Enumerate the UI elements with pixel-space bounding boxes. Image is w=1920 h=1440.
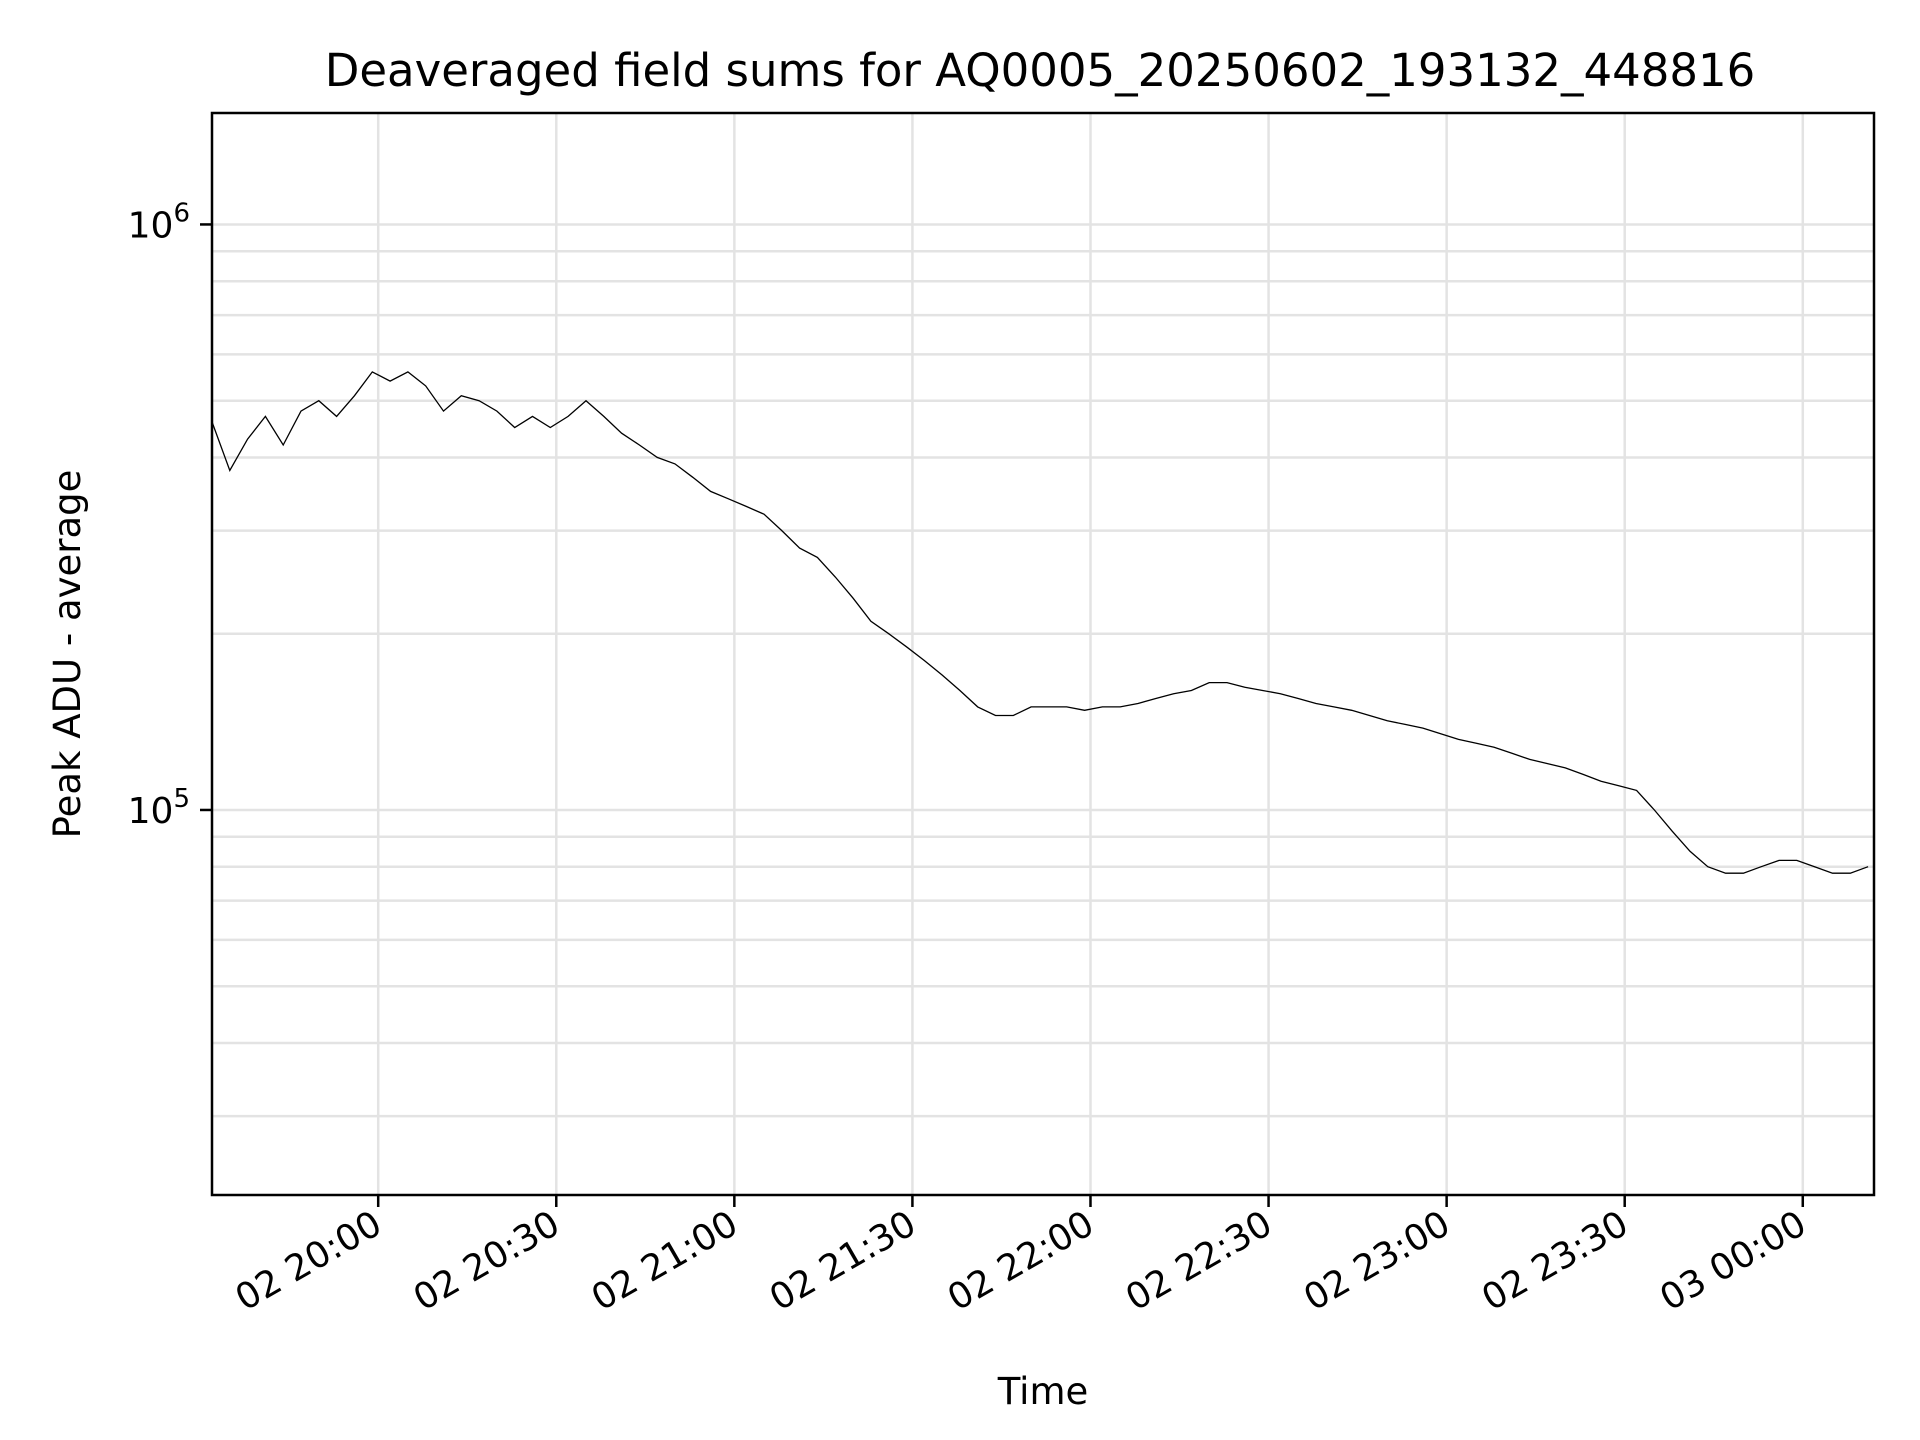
chart-title: Deaveraged field sums for AQ0005_2025060… xyxy=(325,44,1756,97)
background xyxy=(0,0,1920,1440)
chart: Deaveraged field sums for AQ0005_2025060… xyxy=(0,0,1920,1440)
x-axis-label: Time xyxy=(997,1370,1089,1413)
y-axis-label: Peak ADU - average xyxy=(46,470,89,839)
